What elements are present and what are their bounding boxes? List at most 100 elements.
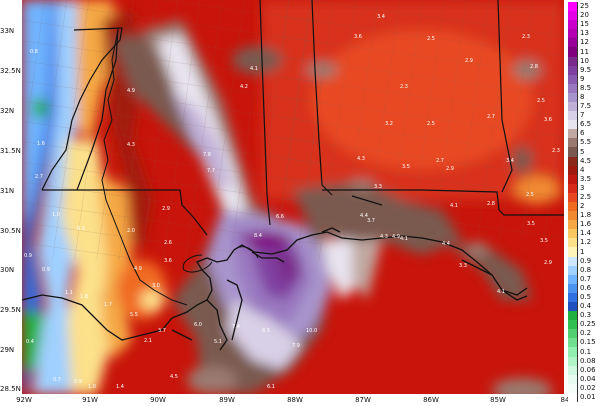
lat-label: 29N bbox=[0, 346, 15, 354]
legend-label: 3 bbox=[580, 183, 585, 192]
map-value: 6.0 bbox=[194, 322, 202, 328]
map-value: 2.5 bbox=[526, 192, 534, 198]
legend-swatch bbox=[568, 11, 578, 21]
legend-label: 1.2 bbox=[580, 238, 592, 247]
legend-label: 3.5 bbox=[580, 174, 592, 183]
legend-label: 1.8 bbox=[580, 211, 592, 220]
map-value: 2.8 bbox=[530, 64, 538, 70]
map-value: 0.4 bbox=[26, 339, 34, 345]
map-value: 2.6 bbox=[164, 240, 172, 246]
map-value: 3.6 bbox=[164, 258, 172, 264]
map-value: 4.4 bbox=[360, 213, 368, 219]
legend-swatch bbox=[568, 2, 578, 12]
legend-label: 5.5 bbox=[580, 138, 592, 147]
map-value: 2.5 bbox=[537, 98, 545, 104]
map-value: 3.2 bbox=[385, 121, 393, 127]
map-value: 10.0 bbox=[306, 328, 317, 334]
legend-label: 0.5 bbox=[580, 292, 592, 301]
lat-label: 31.5N bbox=[0, 147, 21, 155]
map-value: 3.3 bbox=[459, 263, 467, 269]
legend-swatch bbox=[568, 20, 578, 30]
legend-swatch bbox=[568, 83, 578, 94]
legend-label: 0.9 bbox=[580, 256, 592, 265]
map-value: 4.3 bbox=[357, 156, 365, 162]
legend-label: 0.4 bbox=[580, 302, 592, 311]
map-value: 5.1 bbox=[214, 339, 222, 345]
legend-label: 5 bbox=[580, 147, 585, 156]
map-value: 6.1 bbox=[267, 384, 275, 390]
legend-label: 2.5 bbox=[580, 192, 592, 201]
precipitation-map: 3.4 3.6 2.5 2.3 0.8 4.1 2.9 2.8 4.9 4.2 … bbox=[22, 0, 564, 394]
legend-swatch bbox=[568, 147, 578, 158]
map-value: 3.5 bbox=[540, 238, 548, 244]
legend-swatch bbox=[568, 374, 578, 385]
map-value: 7.8 bbox=[203, 152, 211, 158]
map-value: 3.0 bbox=[152, 283, 160, 289]
map-value: 4.1 bbox=[497, 289, 505, 295]
map-value: 4.2 bbox=[240, 84, 248, 90]
legend-label: 1 bbox=[580, 247, 585, 256]
legend-label: 10 bbox=[580, 56, 589, 65]
legend-label: 20 bbox=[580, 11, 589, 20]
map-value: 2.7 bbox=[487, 114, 495, 120]
legend-swatch bbox=[568, 356, 578, 367]
map-value: 4.1 bbox=[450, 203, 458, 209]
lon-label: 87W bbox=[355, 396, 371, 404]
map-value: 1.6 bbox=[37, 141, 45, 147]
map-value: 4.9 bbox=[134, 266, 142, 272]
map-value: 7.4 bbox=[232, 324, 240, 330]
map-value: 0.8 bbox=[30, 49, 38, 55]
value-labels: 3.4 3.6 2.5 2.3 0.8 4.1 2.9 2.8 4.9 4.2 … bbox=[24, 14, 560, 390]
legend-swatch bbox=[568, 302, 578, 312]
map-value: 1.7 bbox=[104, 302, 112, 308]
legend-label: 0.8 bbox=[580, 265, 592, 274]
legend-swatch bbox=[568, 329, 578, 339]
lon-label: 92W bbox=[16, 396, 32, 404]
legend-label: 0.6 bbox=[580, 283, 592, 292]
lon-label: 84 bbox=[560, 396, 570, 404]
legend-label: 0.1 bbox=[580, 347, 592, 356]
coastline bbox=[22, 227, 528, 351]
map-value: 2.7 bbox=[35, 174, 43, 180]
map-value: 7.7 bbox=[207, 168, 215, 174]
legend-label: 11 bbox=[580, 47, 589, 56]
legend-label: 0.02 bbox=[580, 383, 596, 392]
map-value: 2.9 bbox=[465, 58, 473, 64]
map-value: 2.5 bbox=[427, 36, 435, 42]
lon-label: 88W bbox=[287, 396, 303, 404]
legend-label: 0.08 bbox=[580, 356, 596, 365]
lat-label: 29.5N bbox=[0, 306, 21, 314]
lat-label: 30N bbox=[0, 266, 15, 274]
map-value: 4.9 bbox=[127, 88, 135, 94]
map-value: 1.0 bbox=[88, 384, 96, 390]
state-boundaries bbox=[41, 0, 564, 236]
legend-label: 4 bbox=[580, 165, 585, 174]
legend-label: 6.5 bbox=[580, 120, 592, 129]
lon-label: 90W bbox=[150, 396, 166, 404]
legend-swatch bbox=[568, 174, 578, 185]
lat-label: 31N bbox=[0, 187, 15, 195]
legend-label: 8 bbox=[580, 92, 585, 101]
legend-swatch bbox=[568, 138, 578, 148]
map-value: 3.5 bbox=[402, 164, 410, 170]
legend-swatch bbox=[568, 383, 578, 394]
map-value: 7.9 bbox=[292, 343, 300, 349]
map-value: 3.6 bbox=[544, 117, 552, 123]
map-value: 2.5 bbox=[427, 121, 435, 127]
map-value: 3.4 bbox=[377, 14, 385, 20]
map-value: 2.3 bbox=[552, 148, 560, 154]
legend-swatch bbox=[568, 102, 578, 112]
legend-label: 25 bbox=[580, 2, 589, 11]
legend-swatch bbox=[568, 247, 578, 258]
map-value: 2.3 bbox=[400, 84, 408, 90]
legend-label: 0.3 bbox=[580, 311, 592, 320]
lon-label: 86W bbox=[423, 396, 439, 404]
map-value: 2.8 bbox=[487, 201, 495, 207]
map-value: 0.9 bbox=[77, 226, 85, 232]
legend-label: 9.5 bbox=[580, 65, 592, 74]
rivers bbox=[101, 29, 259, 306]
legend-label: 8.5 bbox=[580, 83, 592, 92]
map-value: 3.7 bbox=[367, 218, 375, 224]
legend-swatch bbox=[568, 392, 578, 403]
map-value: 2.3 bbox=[522, 34, 530, 40]
